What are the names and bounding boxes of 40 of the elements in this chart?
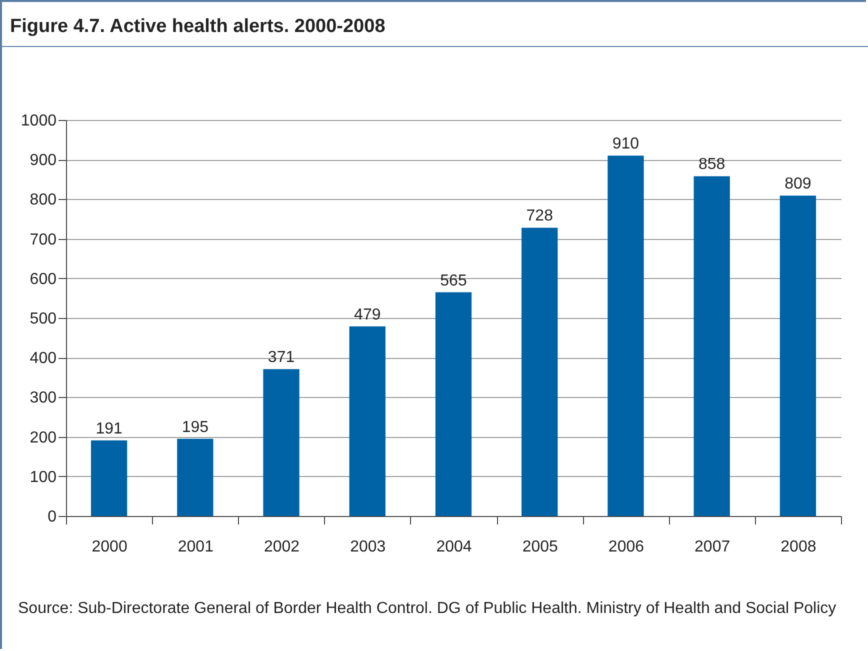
data-label: 910 — [612, 136, 640, 153]
x-tick-label: 2006 — [608, 538, 644, 556]
data-label: 858 — [698, 156, 726, 174]
bar — [780, 196, 816, 516]
y-tick-label: 300 — [30, 390, 57, 407]
bar — [435, 292, 472, 516]
source-note: Source: Sub-Directorate General of Border Health Control. DG of Public Health. Ministry of Health and Social Policy — [18, 599, 838, 619]
bar — [263, 369, 300, 516]
data-label: 728 — [526, 208, 554, 225]
x-tick-label: 2008 — [780, 538, 816, 556]
y-tick-label: 0 — [48, 508, 57, 526]
y-tick-label: 400 — [30, 350, 57, 368]
x-tick-label: 2000 — [92, 538, 128, 556]
y-tick-label: 200 — [30, 429, 57, 446]
chart-title: Figure 4.7. Active health alerts. 2000-2008 — [10, 16, 386, 38]
bar — [608, 156, 644, 516]
data-label: 371 — [268, 349, 295, 366]
x-tick-label: 2002 — [264, 538, 300, 556]
bar — [522, 228, 558, 516]
x-tick-label: 2001 — [178, 538, 214, 556]
bar — [90, 440, 128, 516]
x-tick-label: 2007 — [694, 538, 730, 556]
data-label: 565 — [440, 272, 467, 290]
data-label: 191 — [96, 420, 122, 438]
y-tick-label: 500 — [30, 310, 57, 328]
x-tick-label: 2005 — [522, 538, 558, 556]
y-tick-label: 700 — [30, 231, 57, 248]
x-tick-label: 2004 — [436, 538, 472, 556]
x-tick-label: 2003 — [350, 538, 386, 556]
bar — [177, 438, 214, 516]
data-label: 809 — [784, 176, 812, 193]
y-tick-label: 900 — [30, 152, 57, 170]
y-tick-label: 100 — [30, 468, 57, 486]
bar — [694, 176, 730, 516]
y-tick-label: 1000 — [20, 112, 57, 130]
y-tick-label: 800 — [30, 192, 57, 209]
data-label: 479 — [354, 306, 381, 324]
bar — [349, 326, 386, 516]
y-tick-label: 600 — [30, 270, 57, 288]
data-label: 195 — [182, 418, 209, 436]
